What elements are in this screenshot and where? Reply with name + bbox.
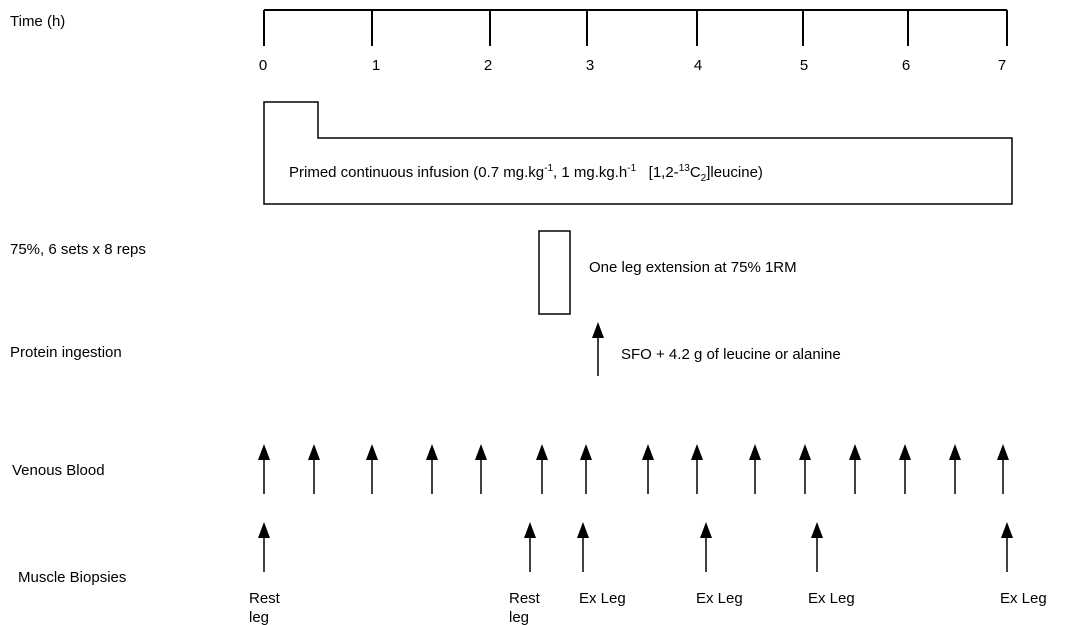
biopsy-marker: Ex Leg xyxy=(577,522,626,607)
biopsy-label: Ex Leg xyxy=(696,590,743,607)
time-tick-label-1: 1 xyxy=(372,57,380,74)
biopsy-label: Rest xyxy=(249,590,281,607)
blood-sample-arrow xyxy=(899,444,911,494)
biopsy-label-line2: leg xyxy=(509,609,529,625)
time-tick-label-3: 3 xyxy=(586,57,594,74)
time-tick-label-5: 5 xyxy=(800,57,808,74)
blood-sample-arrow xyxy=(308,444,320,494)
blood-sample-arrow xyxy=(536,444,548,494)
blood-sample-arrow xyxy=(426,444,438,494)
blood-sample-arrow-15-head xyxy=(997,444,1009,460)
infusion-block: Primed continuous infusion (0.7 mg.kg-1,… xyxy=(263,101,1013,205)
time-tick-label-7: 7 xyxy=(998,57,1006,74)
biopsy-label-line2: leg xyxy=(249,609,269,625)
blood-sample-arrow-14-head xyxy=(949,444,961,460)
blood-sample-arrow-9-head xyxy=(691,444,703,460)
biopsy-label: Ex Leg xyxy=(808,590,855,607)
exercise-label: One leg extension at 75% 1RM xyxy=(589,259,797,276)
blood-sample-arrow-6-head xyxy=(536,444,548,460)
muscle-biopsy-arrows: Rest leg Rest leg Ex Leg Ex Leg Ex Leg Ex Leg xyxy=(249,522,1047,625)
blood-sample-arrow-5-head xyxy=(475,444,487,460)
blood-sample-arrow-13-head xyxy=(899,444,911,460)
biopsy-marker: Ex Leg xyxy=(808,522,855,607)
time-tick-label-6: 6 xyxy=(902,57,910,74)
time-axis: 0 1 2 3 4 5 6 7 xyxy=(259,9,1008,74)
protein-arrow-head xyxy=(592,322,604,338)
blood-sample-arrow xyxy=(799,444,811,494)
protein-row-label: Protein ingestion xyxy=(10,344,122,361)
blood-sample-arrow xyxy=(949,444,961,494)
blood-sample-arrow-1-head xyxy=(258,444,270,460)
biopsy-label: Rest xyxy=(509,590,541,607)
biopsy-marker: Rest leg xyxy=(249,522,281,625)
blood-sample-arrow xyxy=(691,444,703,494)
time-tick-label-2: 2 xyxy=(484,57,492,74)
protein-label: SFO + 4.2 g of leucine or alanine xyxy=(621,346,841,363)
biopsy-marker: Ex Leg xyxy=(1000,522,1047,607)
blood-sample-arrow-11-head xyxy=(799,444,811,460)
biopsy-marker: Rest leg xyxy=(509,522,541,625)
blood-sample-arrow xyxy=(366,444,378,494)
biopsy-arrow-5-head xyxy=(811,522,823,538)
biopsy-arrow-2-head xyxy=(524,522,536,538)
blood-sample-arrow-4-head xyxy=(426,444,438,460)
blood-sample-arrow-7-head xyxy=(580,444,592,460)
blood-sample-arrow xyxy=(849,444,861,494)
muscle-biopsies-row-label: Muscle Biopsies xyxy=(18,569,126,586)
blood-sample-arrow xyxy=(997,444,1009,494)
time-tick-label-4: 4 xyxy=(694,57,702,74)
venous-blood-row-label: Venous Blood xyxy=(12,462,105,479)
exercise-bout-box xyxy=(538,230,571,315)
blood-sample-arrow-8-head xyxy=(642,444,654,460)
blood-sample-arrow xyxy=(475,444,487,494)
biopsy-marker: Ex Leg xyxy=(696,522,743,607)
blood-sample-arrow-2-head xyxy=(308,444,320,460)
blood-sample-arrow xyxy=(749,444,761,494)
exercise-block: One leg extension at 75% 1RM xyxy=(538,230,797,315)
time-row-label: Time (h) xyxy=(10,13,65,30)
blood-sample-arrow xyxy=(258,444,270,494)
blood-sample-arrow-10-head xyxy=(749,444,761,460)
biopsy-arrow-6-head xyxy=(1001,522,1013,538)
time-tick-label-0: 0 xyxy=(259,57,267,74)
protein-ingestion: SFO + 4.2 g of leucine or alanine xyxy=(592,322,841,376)
biopsy-label: Ex Leg xyxy=(579,590,626,607)
exercise-row-label: 75%, 6 sets x 8 reps xyxy=(10,241,146,258)
biopsy-arrow-4-head xyxy=(700,522,712,538)
blood-sample-arrow xyxy=(642,444,654,494)
biopsy-arrow-3-head xyxy=(577,522,589,538)
blood-sample-arrow xyxy=(580,444,592,494)
biopsy-label: Ex Leg xyxy=(1000,590,1047,607)
biopsy-arrow-1-head xyxy=(258,522,270,538)
blood-sample-arrow-3-head xyxy=(366,444,378,460)
blood-sample-arrow-12-head xyxy=(849,444,861,460)
venous-blood-sampling-arrows xyxy=(258,444,1009,494)
infusion-label: Primed continuous infusion (0.7 mg.kg-1,… xyxy=(289,163,763,184)
infusion-outline xyxy=(263,101,1013,205)
